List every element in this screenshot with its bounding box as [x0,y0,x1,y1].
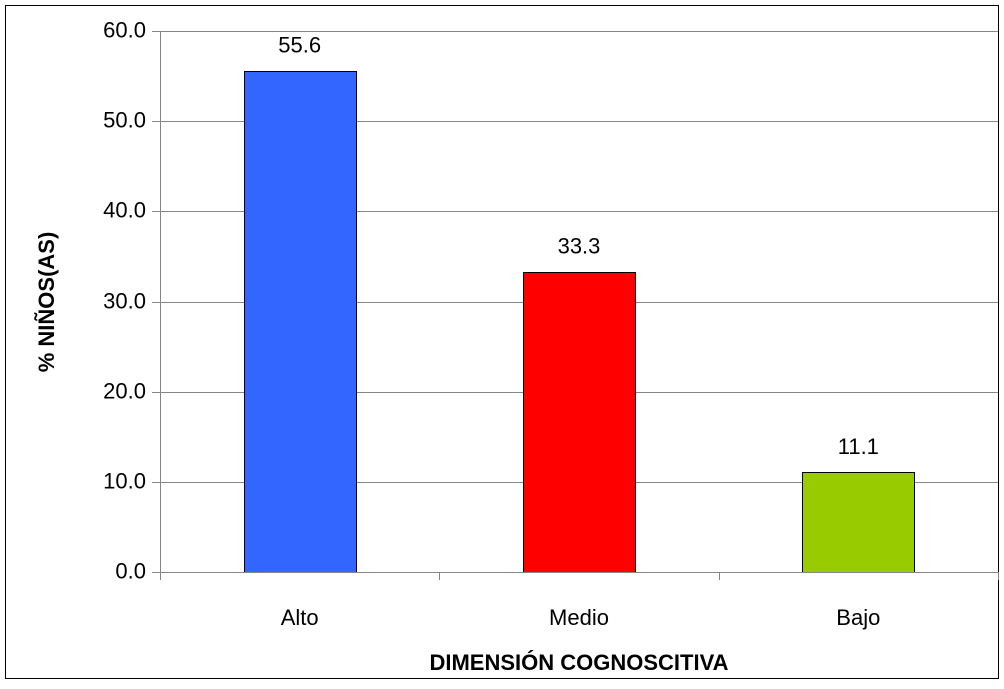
category-label-alto: Alto [281,605,319,630]
bar-bajo [802,472,915,573]
x-axis-title: DIMENSIÓN COGNOSCITIVA [429,650,728,675]
axes [152,31,999,580]
y-tick-label-3: 30.0 [103,288,146,313]
y-tick-label-0: 0.0 [115,558,146,583]
category-label-bajo: Bajo [836,605,880,630]
bar-medio [523,272,636,573]
y-tick-label-2: 20.0 [103,378,146,403]
y-tick-label-4: 40.0 [103,197,146,222]
y-tick-label-5: 50.0 [103,107,146,132]
category-label-medio: Medio [549,605,609,630]
labels: 0.0 10.0 20.0 30.0 40.0 50.0 60.0 55.6 Alto 33.3 M… [103,17,880,630]
y-axis-title: % NIÑOS(AS) [34,232,59,373]
y-tick-label-1: 10.0 [103,468,146,493]
data-label-bajo: 11.1 [838,434,879,459]
bar-alto [244,71,357,573]
bars [244,71,915,573]
data-label-alto: 55.6 [278,33,321,58]
chart-border [5,5,999,679]
data-label-medio: 33.3 [558,234,601,259]
y-tick-label-6: 60.0 [103,17,146,42]
